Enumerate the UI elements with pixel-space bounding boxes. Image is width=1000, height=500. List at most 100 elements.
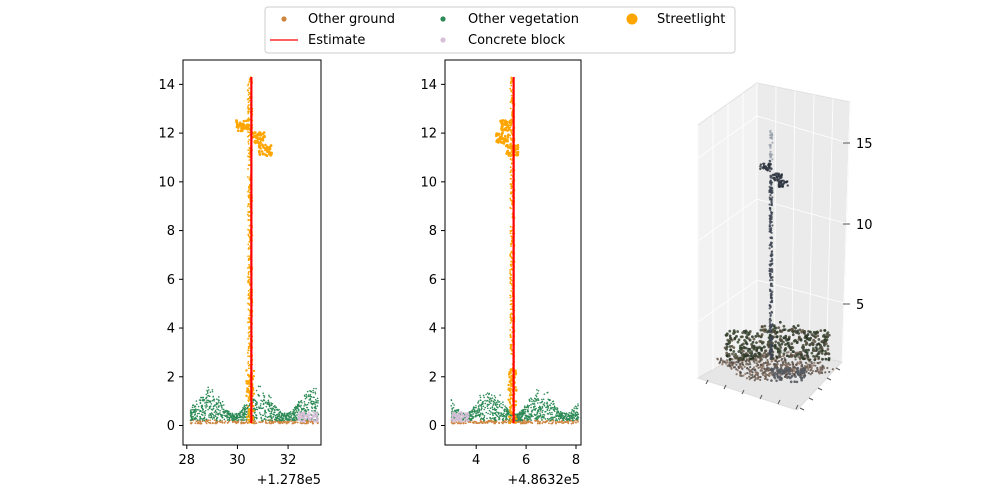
ground-point-3d: [755, 359, 758, 362]
concrete-block-point: [315, 411, 318, 414]
vegetation-point: [243, 410, 246, 413]
vegetation-point: [199, 416, 201, 418]
vegetation-point: [520, 412, 523, 415]
vegetation-point: [213, 398, 215, 401]
vegetation-point: [502, 403, 504, 406]
streetlight-point: [247, 134, 250, 137]
vegetation-point-3d: [795, 353, 799, 357]
vegetation-point-3d: [823, 329, 827, 332]
vegetation-point: [292, 412, 295, 415]
streetlight-point: [509, 322, 512, 324]
vegetation-point-3d: [755, 346, 759, 350]
ground-point: [569, 419, 572, 422]
concrete-block-point: [452, 419, 455, 422]
streetlight-point: [248, 296, 251, 299]
concrete-point-3d: [790, 374, 794, 378]
streetlight-point: [247, 275, 249, 278]
vegetation-point: [254, 404, 257, 407]
legend-label-other-vegetation: Other vegetation: [468, 12, 579, 27]
streetlight-point: [510, 163, 513, 165]
vegetation-point-3d: [824, 342, 828, 346]
ground-point-3d: [776, 360, 779, 364]
vegetation-point-3d: [730, 344, 734, 348]
streetlight-point: [507, 383, 510, 387]
ground-point-3d: [819, 368, 822, 371]
streetlight-lamp-point: [504, 137, 507, 141]
pole-point-3d: [769, 174, 772, 177]
vegetation-point: [557, 411, 560, 414]
ground-point: [524, 420, 527, 423]
vegetation-point: [483, 396, 485, 399]
ground-point-3d: [744, 372, 747, 375]
ground-point: [481, 422, 484, 425]
vegetation-point-3d: [805, 341, 808, 345]
vegetation-point: [528, 399, 531, 402]
vegetation-point-3d: [808, 330, 812, 334]
vegetation-point: [300, 404, 302, 407]
vegetation-point: [480, 408, 483, 411]
streetlight-point: [246, 205, 249, 208]
vegetation-point-3d: [826, 347, 830, 351]
ground-point-3d: [748, 372, 751, 375]
x-tick-label: 30: [229, 453, 246, 468]
streetlight-point: [247, 399, 250, 402]
concrete-block-point: [457, 413, 460, 416]
streetlight-lamp-point: [245, 119, 248, 123]
vegetation-point: [190, 413, 193, 416]
vegetation-point: [555, 418, 558, 420]
vegetation-point-3d: [757, 334, 760, 338]
ground-point: [195, 420, 198, 423]
ground-point: [234, 421, 237, 424]
streetlight-point: [509, 254, 512, 257]
vegetation-point-3d: [774, 340, 778, 344]
ground-point: [525, 422, 528, 425]
pole-point-3d: [771, 290, 774, 293]
vegetation-point: [288, 416, 290, 418]
streetlight-lamp-point: [505, 120, 509, 124]
vegetation-point: [563, 412, 566, 414]
vegetation-point: [486, 405, 489, 407]
streetlight-point: [248, 390, 251, 394]
vegetation-point: [483, 414, 486, 417]
streetlight-lamp-point: [494, 134, 498, 138]
vegetation-point: [213, 411, 216, 414]
vegetation-point: [268, 410, 271, 412]
concrete-block-point: [303, 417, 306, 420]
streetlight-point: [246, 98, 249, 101]
y-tick-label: 12: [158, 127, 175, 142]
ground-point: [451, 422, 454, 425]
streetlight-point: [252, 409, 255, 412]
vegetation-point: [539, 414, 542, 417]
streetlight-point: [246, 176, 249, 178]
streetlight-point: [247, 337, 250, 340]
vegetation-point: [314, 403, 316, 405]
vegetation-point: [270, 412, 273, 414]
streetlight-point: [511, 112, 513, 115]
streetlight-lamp-point: [253, 131, 256, 134]
streetlight-point: [247, 194, 250, 197]
vegetation-point-3d: [794, 326, 797, 330]
streetlight-lamp-point: [507, 154, 511, 157]
streetlight-point: [248, 397, 251, 400]
vegetation-point: [479, 399, 482, 402]
pole-point-3d: [771, 323, 774, 326]
ground-point: [473, 420, 476, 423]
vegetation-point-3d: [823, 343, 826, 347]
concrete-block-point: [461, 414, 464, 417]
vegetation-point-3d: [778, 343, 782, 347]
vegetation-point: [530, 419, 532, 422]
pole-point-3d: [769, 160, 772, 163]
pole-point-3d: [771, 354, 774, 357]
vegetation-point: [243, 405, 246, 408]
vegetation-point: [276, 419, 278, 422]
ground-point-3d: [781, 361, 784, 364]
concrete-block-point: [300, 416, 303, 419]
streetlight-point: [509, 398, 512, 401]
vegetation-point: [272, 416, 275, 418]
vegetation-point-3d: [751, 340, 755, 344]
pole-point-3d: [768, 272, 771, 275]
pole-point-3d: [771, 325, 774, 328]
ground-point-3d: [787, 361, 790, 365]
ground-point-3d: [793, 372, 796, 375]
vegetation-point: [270, 417, 273, 420]
